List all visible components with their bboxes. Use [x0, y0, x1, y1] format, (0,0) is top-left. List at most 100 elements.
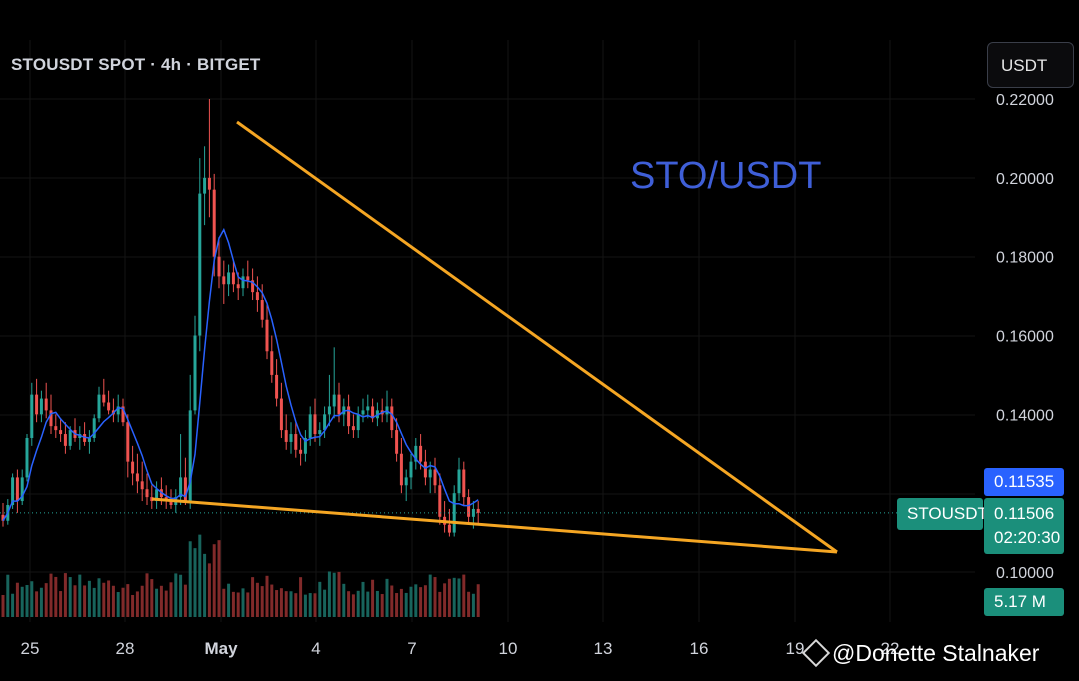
volume-bar [49, 573, 53, 617]
volume-bar [452, 577, 456, 617]
candle-body [467, 497, 471, 517]
volume-bar [59, 591, 63, 617]
x-tick-label: 13 [594, 639, 613, 658]
symbol-title: STOUSDT SPOT · 4h · BITGET [11, 55, 261, 74]
volume-bar [78, 574, 82, 617]
candle-body [179, 477, 183, 498]
candle-body [212, 189, 216, 257]
candle-body [260, 300, 264, 320]
candle-body [361, 410, 365, 415]
candle-body [231, 272, 235, 285]
volume-bar [25, 585, 29, 617]
candle-body [428, 469, 432, 478]
x-tick-label: 4 [311, 639, 320, 658]
line-price-tag: 0.11535 [984, 468, 1064, 496]
candle-body [20, 477, 24, 502]
volume-bar [203, 553, 207, 617]
volume-bar [443, 583, 447, 617]
candle-body [351, 426, 355, 431]
symbol-price-label: STOUSDT [897, 498, 988, 530]
candle-body [284, 430, 288, 442]
candle-body [198, 193, 202, 336]
candle-body [251, 280, 255, 293]
candle-body [476, 508, 480, 513]
watermark: @Donette Stalnaker [801, 638, 1039, 668]
candle-body [140, 481, 144, 490]
volume-bar [284, 591, 288, 617]
candle-body [347, 406, 351, 427]
volume-bar [433, 577, 437, 617]
volume-bar [289, 591, 293, 617]
volume-bar [111, 585, 115, 617]
volume-bar [414, 584, 418, 617]
volume-bar [260, 586, 264, 617]
volume-bar [342, 583, 346, 617]
volume-bar [183, 584, 187, 617]
candle-body [59, 430, 63, 435]
volume-bar [159, 585, 163, 617]
x-tick-label: 10 [499, 639, 518, 658]
candle-body [246, 276, 250, 281]
volume-bar [131, 594, 135, 617]
bar-countdown: 02:20:30 [994, 528, 1061, 547]
x-tick-label: 7 [407, 639, 416, 658]
volume-bar [371, 579, 375, 617]
volume-bar [73, 585, 77, 617]
lower-trendline [151, 497, 838, 554]
candle-body [15, 477, 19, 502]
candle-body [332, 394, 336, 407]
volume-bar [423, 585, 427, 617]
candle-body [97, 394, 101, 419]
volume-bar [395, 593, 399, 617]
volume-bar [275, 590, 279, 617]
candle-body [279, 398, 283, 431]
candle-body [227, 272, 231, 285]
candle-body [155, 489, 159, 502]
candle-body [438, 485, 442, 517]
candle-body [44, 398, 48, 411]
volume-bar [126, 584, 130, 617]
volume-bar [255, 582, 259, 617]
volume-bar [135, 591, 139, 617]
volume-bar [462, 574, 466, 617]
candle-body [409, 461, 413, 478]
currency-button[interactable]: USDT [987, 42, 1074, 88]
candle-body [275, 374, 279, 399]
candle-body [457, 469, 461, 494]
volume-bar [270, 584, 274, 617]
candle-body [183, 477, 187, 502]
volume-bar [155, 588, 159, 617]
volume-bar [380, 594, 384, 617]
candle-body [102, 394, 106, 403]
candle-body [207, 177, 211, 190]
volume-bar [164, 590, 168, 617]
volume-bar [318, 581, 322, 617]
volume-bar [140, 585, 144, 617]
volume-bar [39, 587, 43, 617]
volume-bar [390, 585, 394, 617]
candle-body [423, 461, 427, 478]
volume-bar [241, 588, 245, 617]
volume-tag: 5.17 M [984, 588, 1064, 616]
candle-body [87, 437, 91, 442]
volume-bar [246, 592, 250, 617]
volume-bar [303, 594, 307, 617]
candle-body [356, 414, 360, 431]
candle-body [318, 430, 322, 435]
candle-body [337, 394, 341, 415]
volume-bar [179, 574, 183, 617]
volume-bar [102, 582, 106, 617]
volume-bar [438, 591, 442, 617]
volume-bar [332, 572, 336, 617]
volume-bar [6, 574, 10, 617]
volume-bar [447, 578, 451, 617]
volume-bar [356, 590, 360, 617]
volume-bar [227, 583, 231, 617]
y-tick-label: 0.18000 [996, 250, 1054, 267]
y-tick-label: 0.16000 [996, 329, 1054, 346]
x-tick-label: 19 [786, 639, 805, 658]
volume-bar [121, 587, 125, 617]
volume-bar [150, 579, 154, 617]
